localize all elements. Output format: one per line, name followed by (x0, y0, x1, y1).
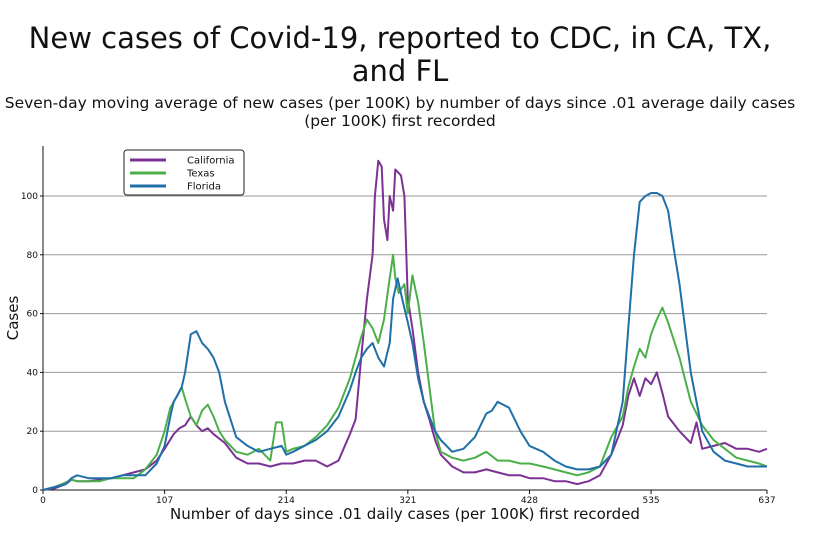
y-axis-title: Cases (4, 296, 22, 341)
x-tick-label: 428 (521, 496, 538, 506)
x-tick-label: 535 (642, 496, 659, 506)
x-tick-label: 214 (278, 496, 295, 506)
y-tick-label: 60 (27, 310, 39, 320)
y-tick-label: 0 (32, 486, 38, 496)
series-line-florida (42, 192, 767, 491)
y-tick-label: 80 (27, 251, 39, 261)
series-line-california (42, 159, 768, 491)
chart-title: New cases of Covid-19, reported to CDC, … (28, 21, 772, 88)
x-tick-label: 0 (40, 496, 46, 506)
legend-label-florida: Florida (187, 182, 221, 193)
x-tick-label: 637 (758, 496, 775, 506)
y-ticks: 0 20 40 60 80 100 (21, 192, 43, 496)
x-axis-title: Number of days since .01 daily cases (pe… (170, 505, 640, 523)
y-tick-label: 100 (21, 192, 38, 202)
x-ticks: 0 107 214 321 428 535 637 (40, 490, 776, 506)
legend: California Texas Florida (123, 149, 245, 196)
chart-subtitle: Seven-day moving average of new cases (p… (4, 94, 796, 130)
axes (42, 146, 767, 491)
y-tick-label: 40 (27, 368, 39, 378)
legend-label-texas: Texas (186, 169, 215, 180)
legend-label-california: California (187, 156, 235, 167)
y-tick-label: 20 (27, 427, 39, 437)
series-lines (42, 159, 768, 491)
x-tick-label: 321 (399, 496, 416, 506)
x-tick-label: 107 (156, 496, 173, 506)
